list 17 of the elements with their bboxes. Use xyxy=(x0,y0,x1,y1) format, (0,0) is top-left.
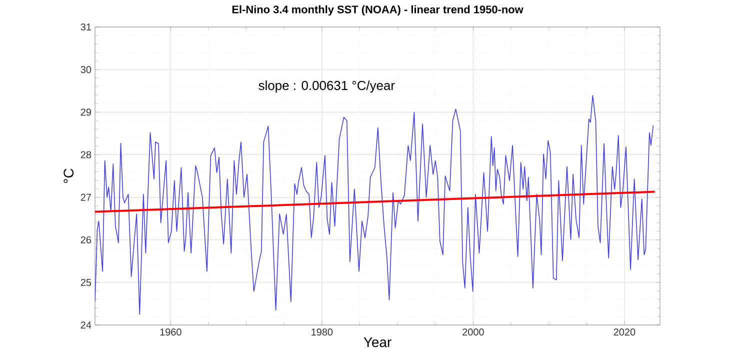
line-series xyxy=(95,95,654,315)
y-tick-label: 27 xyxy=(80,194,91,201)
y-tick-label: 24 xyxy=(80,322,92,328)
x-axis-title: Year xyxy=(364,337,392,348)
annotation: slope : 0.00631 °C/year xyxy=(258,80,395,93)
y-tick-label: 31 xyxy=(80,23,92,31)
y-tick-label: 29 xyxy=(80,108,92,116)
y-tick-label: 26 xyxy=(80,236,92,244)
y-axis-title: °C xyxy=(64,168,74,183)
x-tick-label: 2020 xyxy=(614,328,636,336)
y-tick-label: 28 xyxy=(80,151,92,158)
x-tick-label: 2000 xyxy=(462,328,484,336)
y-tick-label: 30 xyxy=(80,66,92,74)
x-tick-label: 1960 xyxy=(160,328,182,336)
chart-title: El-Nino 3.4 monthly SST (NOAA) - linear trend 1950-now xyxy=(232,5,524,16)
y-tick-label: 25 xyxy=(80,278,92,286)
x-tick-label: 1980 xyxy=(312,328,333,336)
